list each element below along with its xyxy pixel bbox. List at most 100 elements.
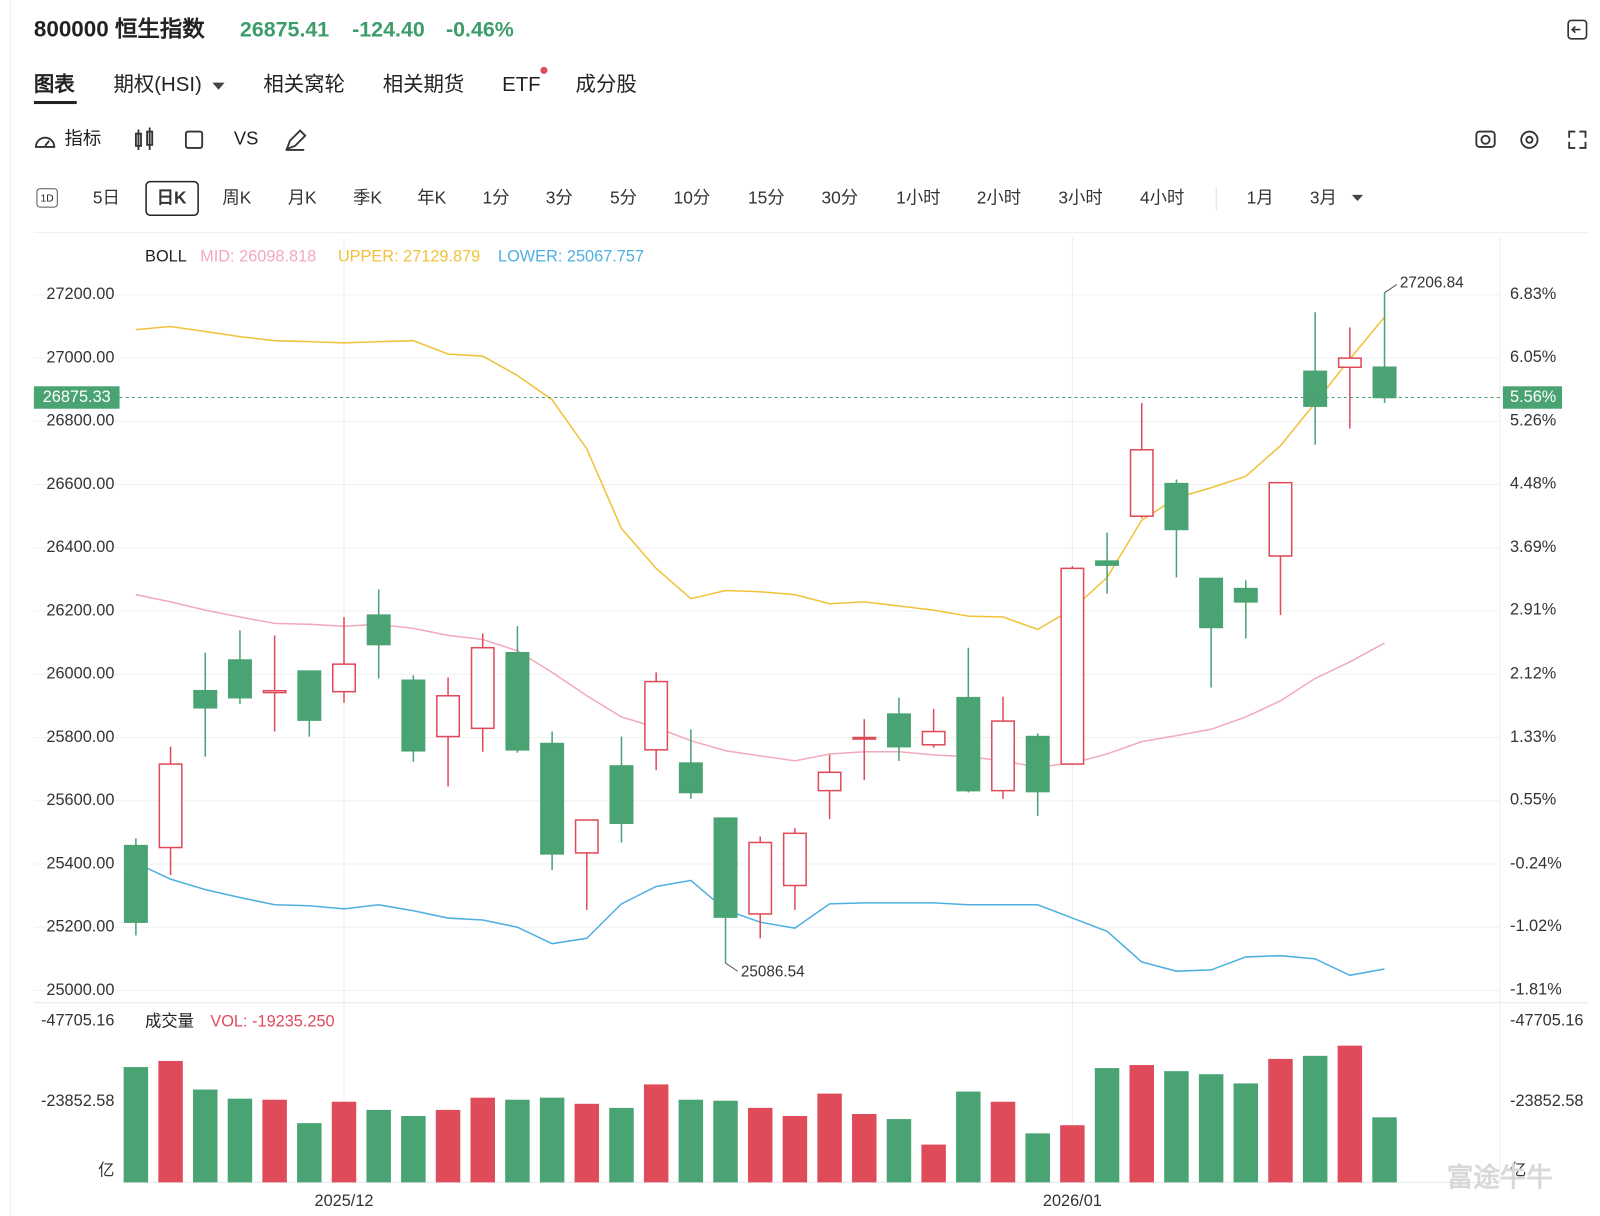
tab[interactable]: 图表 [34,72,75,96]
period[interactable]: 周K [222,188,251,208]
period-icon[interactable] [36,188,58,208]
y2-tick-label: -1.02% [1510,917,1562,935]
period[interactable]: 日K [157,188,187,208]
period[interactable]: 5日 [93,188,120,208]
tab[interactable]: 相关窝轮 [263,73,345,96]
period[interactable]: 1小时 [896,188,940,208]
tab[interactable]: 成分股 [576,73,637,96]
y2-tick-label: -1.81% [1510,981,1562,999]
volume-bar [366,1109,391,1183]
candle-body [366,614,391,646]
volume-bar [609,1107,634,1183]
candle-body [886,713,911,748]
y-tick-label: 26800.00 [46,412,114,430]
y-tick-label: 26000.00 [46,665,114,683]
volume-bar [193,1089,218,1183]
volume-bar [470,1097,495,1183]
x-tick-label: 2026/01 [1043,1192,1102,1210]
candle-body [1303,370,1328,407]
volume-bar [1164,1071,1189,1183]
candle-body [574,819,599,854]
volume-bar [817,1093,842,1183]
period[interactable]: 1分 [483,188,510,208]
volume-bar [1337,1045,1363,1183]
candle-body [782,832,807,887]
period[interactable]: 10分 [674,188,711,208]
compare[interactable]: VS [234,128,259,149]
period[interactable]: 季K [353,188,382,208]
tab-underline [33,100,77,105]
y2-tick-label: 2.12% [1510,664,1556,682]
candle-body [401,679,426,752]
indicator-icon[interactable] [34,136,56,148]
period[interactable]: 3分 [546,188,573,208]
period[interactable]: 4小时 [1140,188,1184,208]
volume-bar [1372,1117,1397,1183]
period[interactable]: 月K [288,188,317,208]
period[interactable]: 2小时 [977,188,1021,208]
candle-body [297,670,322,721]
volume-bar [886,1119,912,1183]
candle-body [1129,449,1154,517]
y2-tick-label: 6.83% [1510,285,1556,303]
period[interactable]: 15分 [748,188,785,208]
period[interactable]: 1D [41,194,54,205]
high-label: 27206.84 [1400,275,1464,292]
volume-bar [331,1101,357,1183]
candle-body [1233,587,1258,603]
camera-icon[interactable] [1475,130,1496,148]
boll-legend: MID: 26098.818 [200,247,316,265]
change-pct: -0.46% [446,17,514,41]
tab[interactable]: 相关期货 [383,73,465,96]
tab[interactable]: ETF [502,74,541,96]
volume-bar [1129,1065,1154,1183]
change: -124.40 [352,17,425,41]
boll-line [135,316,1386,631]
candle-body [817,771,842,792]
volume-bar [227,1098,253,1183]
volume-bar [123,1067,149,1183]
tab[interactable]: 期权(HSI) [113,73,201,96]
candle-body [748,841,773,915]
volume-bar [713,1100,738,1183]
y2-tick-label: 0.55% [1510,791,1556,809]
y-tick-label: 26600.00 [46,475,114,493]
period[interactable]: 5分 [610,188,637,208]
candle-icon[interactable] [134,127,154,150]
candle-body [262,689,287,694]
volume-bar [1233,1083,1259,1183]
candle-body [921,730,946,746]
y-tick-label: 26400.00 [46,538,114,556]
candle-body [713,817,738,918]
collapse-icon[interactable] [1567,19,1588,40]
volume-bar [782,1116,808,1183]
y-tick-label: 25000.00 [46,981,114,999]
candle-body [852,736,877,740]
settings-icon[interactable] [1520,130,1539,149]
dropdown[interactable] [212,82,225,90]
volume-bar [956,1091,981,1183]
candle-body [193,689,218,709]
dropdown[interactable] [1351,194,1364,201]
y2-tick-label: 1.33% [1510,728,1556,746]
boll-legend: LOWER: 25067.757 [498,247,644,265]
shape-icon[interactable] [184,130,204,149]
watermark: 富途牛牛 [1447,1162,1553,1192]
indicator[interactable]: 指标 [64,128,101,149]
volume-bar [1094,1068,1120,1183]
volume-bar [1268,1058,1293,1183]
volume-bar [1060,1125,1085,1183]
boll-line [135,593,1385,769]
period[interactable]: 3月 [1310,188,1337,208]
candle-body [123,844,148,923]
annotation-leader [725,962,739,972]
period[interactable]: 1月 [1247,188,1274,208]
period[interactable]: 年K [417,188,446,208]
candle-body [470,646,495,730]
period[interactable]: 30分 [821,188,858,208]
fullscreen-icon[interactable] [1568,130,1587,149]
period[interactable]: 3小时 [1058,188,1102,208]
y2-tick-label: 5.26% [1510,412,1556,430]
draw-icon[interactable] [285,129,307,151]
